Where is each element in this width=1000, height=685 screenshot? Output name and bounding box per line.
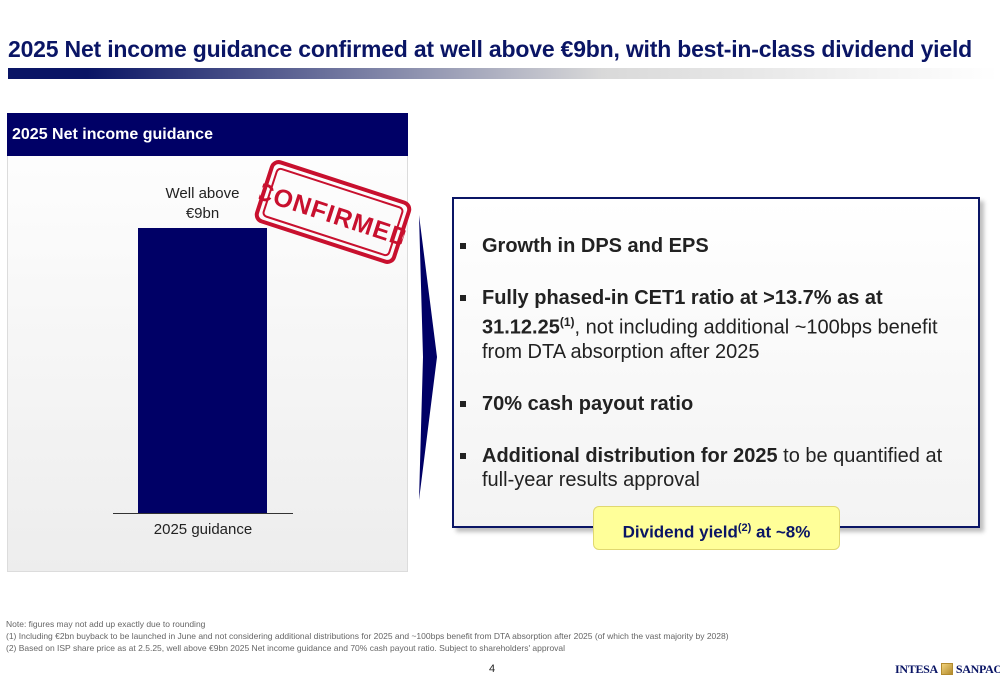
list-item: Additional distribution for 2025 to be q… — [457, 444, 972, 492]
list-item: Fully phased-in CET1 ratio at >13.7% as … — [457, 286, 972, 364]
bullet-icon — [460, 400, 466, 407]
logo-text-left: INTESA — [895, 661, 938, 676]
category-label: 2025 guidance — [153, 521, 253, 538]
bullet-bold-text: Fully phased-in CET1 ratio at >13.7% as … — [482, 287, 883, 339]
footnote-ref: (2) — [737, 522, 752, 534]
footnote-line: Note: figures may not add up exactly due… — [6, 619, 206, 629]
footnote-ref: (1) — [559, 315, 575, 329]
chart-baseline — [113, 513, 293, 514]
bullet-bold-text: Growth in DPS and EPS — [482, 235, 709, 257]
dividend-yield-callout: Dividend yield(2) at ~8% — [593, 506, 840, 550]
arrow-chevron-icon — [419, 215, 437, 500]
title-underline — [8, 68, 998, 79]
bullet-text: to be quantified at full-year results ap… — [482, 444, 943, 491]
bar-data-label-line2: €9bn — [185, 205, 220, 222]
guidance-panel-header: 2025 Net income guidance — [7, 113, 408, 156]
bullet-bold-text: 70% cash payout ratio — [482, 392, 694, 415]
bullet-text: , not including additional ~100bps benef… — [482, 316, 938, 363]
bar-data-label-line1: Well above — [165, 185, 240, 202]
slide-title: 2025 Net income guidance confirmed at we… — [8, 36, 972, 62]
highlights-list: Growth in DPS and EPS Fully phased-in CE… — [457, 234, 972, 520]
page-number: 4 — [489, 663, 496, 675]
logo-mark-icon — [940, 663, 953, 675]
bar-data-label: Well above €9bn — [150, 184, 255, 224]
footnotes: Note: figures may not add up exactly due… — [6, 618, 729, 654]
bullet-bold-text: Additional distribution for 2025 — [482, 444, 778, 467]
list-item: Growth in DPS and EPS — [457, 234, 972, 258]
logo-text-right: SANPAOLO — [955, 661, 1000, 676]
company-logo: INTESA SANPAOLO — [895, 658, 1000, 680]
bullet-icon — [460, 452, 466, 459]
guidance-bar — [138, 228, 267, 513]
bullet-icon — [460, 243, 466, 249]
footnote-line: (1) Including €2bn buyback to be launche… — [6, 631, 729, 641]
footnote-line: (2) Based on ISP share price as at 2.5.2… — [6, 643, 566, 653]
list-item: 70% cash payout ratio — [457, 392, 972, 416]
yield-text: Dividend yield — [622, 522, 738, 542]
yield-value: at ~8% — [751, 522, 811, 542]
bullet-icon — [460, 295, 466, 301]
